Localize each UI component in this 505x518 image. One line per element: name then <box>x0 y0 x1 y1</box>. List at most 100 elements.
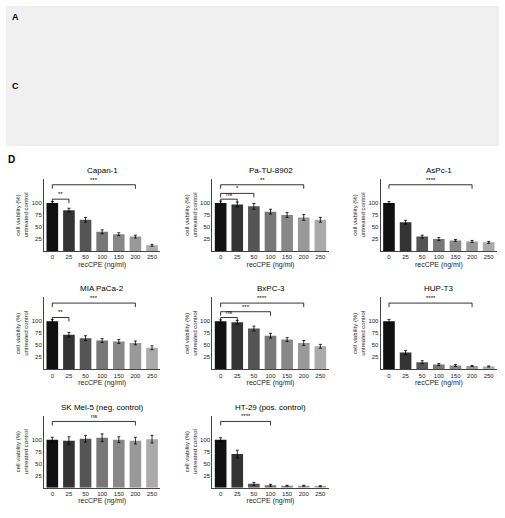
svg-text:recCPE (ng/ml): recCPE (ng/ml) <box>78 261 126 269</box>
svg-text:50: 50 <box>203 461 210 467</box>
svg-text:200: 200 <box>299 491 310 497</box>
svg-text:150: 150 <box>282 373 293 379</box>
svg-text:50: 50 <box>35 342 42 348</box>
svg-text:100: 100 <box>32 200 43 206</box>
svg-text:100: 100 <box>32 318 43 324</box>
svg-text:0: 0 <box>387 373 391 379</box>
svg-text:250: 250 <box>315 254 326 260</box>
svg-text:cell viability (%)untreated co: cell viability (%)untreated control <box>352 311 366 356</box>
svg-text:25: 25 <box>234 491 241 497</box>
svg-text:100: 100 <box>200 437 211 443</box>
svg-text:200: 200 <box>467 373 478 379</box>
svg-text:****: **** <box>426 177 436 183</box>
svg-text:200: 200 <box>299 254 310 260</box>
svg-text:*: * <box>236 185 239 191</box>
svg-text:0: 0 <box>219 373 223 379</box>
svg-text:25: 25 <box>372 354 379 360</box>
svg-text:150: 150 <box>450 254 461 260</box>
svg-text:**: ** <box>58 191 63 197</box>
svg-text:50: 50 <box>251 491 258 497</box>
svg-text:SK Mel-5 (neg. control): SK Mel-5 (neg. control) <box>61 403 144 412</box>
svg-text:50: 50 <box>82 373 89 379</box>
svg-text:0: 0 <box>387 254 391 260</box>
svg-text:100: 100 <box>32 437 43 443</box>
svg-text:50: 50 <box>419 373 426 379</box>
svg-text:100: 100 <box>368 200 379 206</box>
svg-text:200: 200 <box>130 491 141 497</box>
svg-text:75: 75 <box>35 330 42 336</box>
svg-text:recCPE (ng/ml): recCPE (ng/ml) <box>415 261 463 269</box>
svg-text:50: 50 <box>82 491 89 497</box>
svg-text:100: 100 <box>265 373 276 379</box>
svg-text:150: 150 <box>114 373 125 379</box>
svg-text:25: 25 <box>35 236 42 242</box>
svg-text:200: 200 <box>130 254 141 260</box>
svg-text:75: 75 <box>372 212 379 218</box>
svg-text:150: 150 <box>114 254 125 260</box>
svg-text:100: 100 <box>200 200 211 206</box>
svg-text:recCPE (ng/ml): recCPE (ng/ml) <box>78 497 126 505</box>
svg-text:50: 50 <box>372 224 379 230</box>
svg-text:50: 50 <box>35 461 42 467</box>
svg-text:250: 250 <box>484 373 495 379</box>
svg-text:100: 100 <box>434 254 445 260</box>
svg-text:cell viability (%)untreated co: cell viability (%)untreated control <box>15 192 29 237</box>
svg-text:25: 25 <box>35 473 42 479</box>
svg-text:recCPE (ng/ml): recCPE (ng/ml) <box>247 261 295 269</box>
svg-text:50: 50 <box>203 342 210 348</box>
svg-text:50: 50 <box>419 254 426 260</box>
svg-text:BxPC-3: BxPC-3 <box>257 284 285 293</box>
svg-text:100: 100 <box>97 491 108 497</box>
svg-text:cell viability (%)untreated co: cell viability (%)untreated control <box>15 429 29 474</box>
svg-text:200: 200 <box>467 254 478 260</box>
svg-text:150: 150 <box>114 491 125 497</box>
svg-text:25: 25 <box>234 373 241 379</box>
svg-text:150: 150 <box>282 254 293 260</box>
svg-text:100: 100 <box>200 318 211 324</box>
svg-text:Capan-1: Capan-1 <box>87 166 118 175</box>
svg-text:recCPE (ng/ml): recCPE (ng/ml) <box>247 379 295 387</box>
svg-text:25: 25 <box>372 236 379 242</box>
svg-text:25: 25 <box>402 373 409 379</box>
svg-text:Pa-TU-8902: Pa-TU-8902 <box>249 166 293 175</box>
svg-text:250: 250 <box>147 491 158 497</box>
svg-text:cell viability (%)untreated co: cell viability (%)untreated control <box>184 311 198 356</box>
svg-text:ns: ns <box>226 309 232 315</box>
svg-text:250: 250 <box>147 254 158 260</box>
svg-text:250: 250 <box>147 373 158 379</box>
svg-text:D: D <box>8 154 15 165</box>
svg-text:75: 75 <box>203 330 210 336</box>
svg-text:100: 100 <box>434 373 445 379</box>
svg-text:100: 100 <box>368 318 379 324</box>
svg-text:ns: ns <box>226 191 232 197</box>
svg-text:200: 200 <box>130 373 141 379</box>
svg-text:100: 100 <box>97 254 108 260</box>
svg-text:50: 50 <box>203 224 210 230</box>
svg-text:250: 250 <box>315 491 326 497</box>
svg-text:25: 25 <box>66 491 73 497</box>
svg-text:100: 100 <box>97 373 108 379</box>
svg-text:HT-29 (pos. control): HT-29 (pos. control) <box>235 403 306 412</box>
svg-text:****: **** <box>257 295 267 301</box>
svg-text:250: 250 <box>484 254 495 260</box>
svg-text:50: 50 <box>35 224 42 230</box>
svg-text:25: 25 <box>66 373 73 379</box>
svg-text:cell viability (%)untreated co: cell viability (%)untreated control <box>184 429 198 474</box>
svg-text:75: 75 <box>203 449 210 455</box>
svg-text:***: *** <box>242 304 250 310</box>
svg-text:100: 100 <box>265 254 276 260</box>
svg-text:150: 150 <box>450 373 461 379</box>
svg-text:***: *** <box>90 177 98 183</box>
svg-text:25: 25 <box>203 236 210 242</box>
svg-text:AsPc-1: AsPc-1 <box>426 166 452 175</box>
svg-text:0: 0 <box>51 491 55 497</box>
svg-text:cell viability (%)untreated co: cell viability (%)untreated control <box>15 311 29 356</box>
svg-text:recCPE (ng/ml): recCPE (ng/ml) <box>247 497 295 505</box>
svg-text:0: 0 <box>219 254 223 260</box>
svg-text:recCPE (ng/ml): recCPE (ng/ml) <box>78 379 126 387</box>
svg-text:25: 25 <box>35 354 42 360</box>
svg-text:ns: ns <box>91 413 97 419</box>
svg-text:A: A <box>12 12 19 22</box>
svg-text:250: 250 <box>315 373 326 379</box>
svg-text:****: **** <box>426 295 436 301</box>
